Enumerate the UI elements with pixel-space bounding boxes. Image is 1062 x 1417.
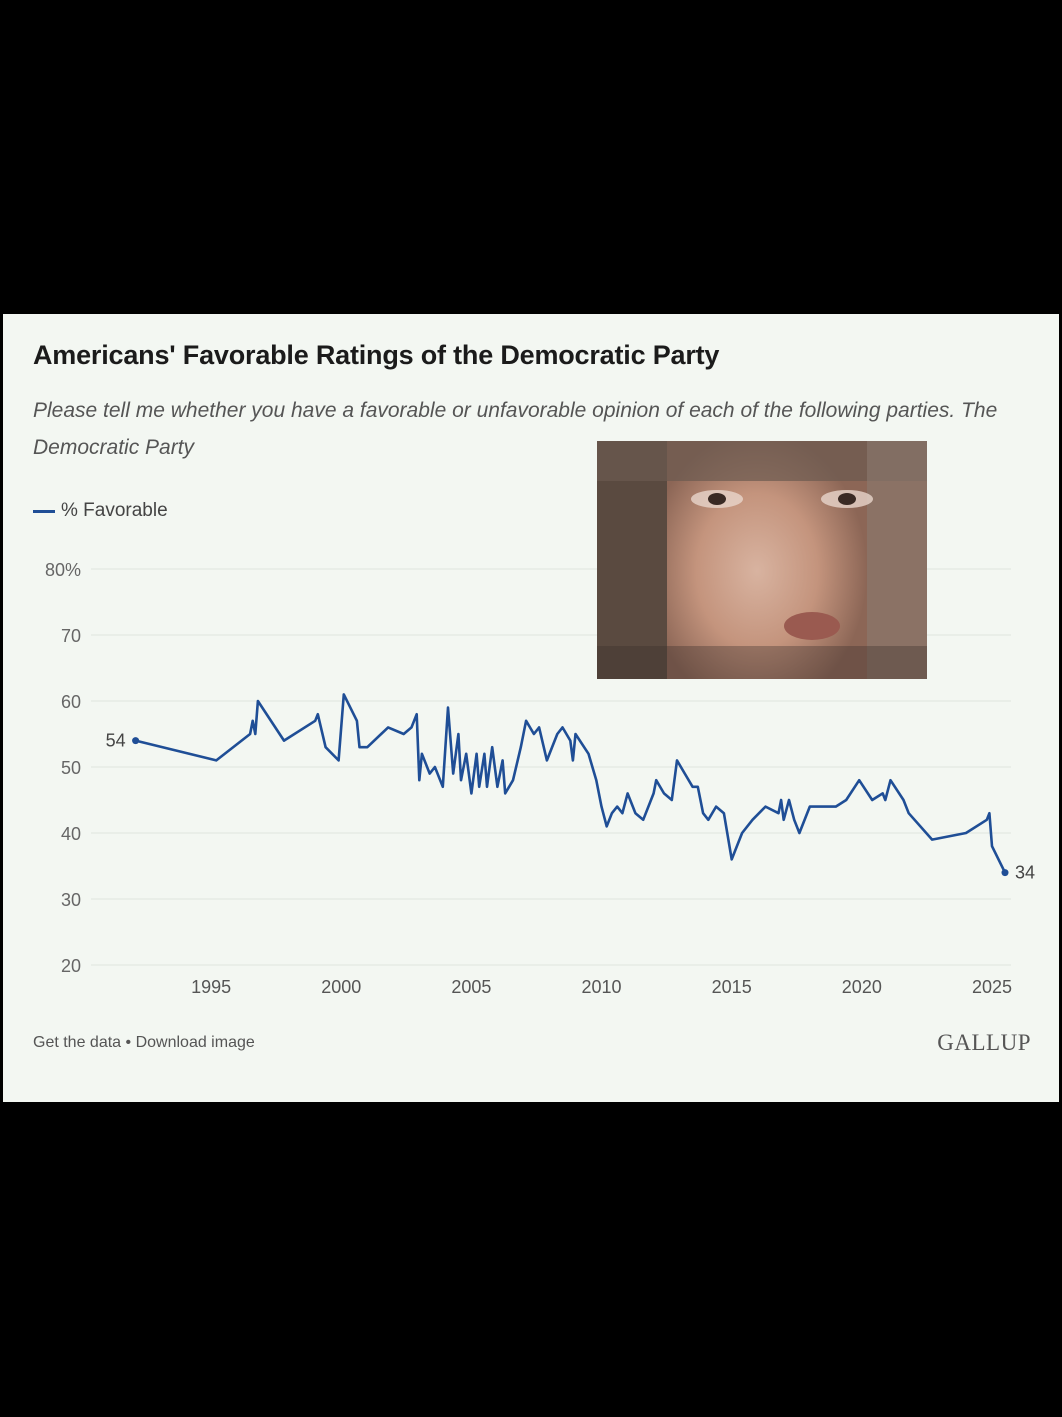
x-tick-label: 2010 xyxy=(582,977,622,997)
legend-swatch xyxy=(33,509,55,513)
person-photo-icon xyxy=(597,441,927,679)
x-tick-label: 2000 xyxy=(321,977,361,997)
person-photo-drawing xyxy=(597,441,927,679)
end-point xyxy=(1001,869,1009,877)
end-value-label: 34 xyxy=(1015,863,1035,883)
legend-label: % Favorable xyxy=(61,500,168,521)
gallup-logo: GALLUP xyxy=(937,1030,1031,1055)
y-tick-label: 50 xyxy=(61,758,81,778)
download-image-link[interactable]: Download image xyxy=(135,1034,255,1051)
start-value-label: 54 xyxy=(106,731,126,751)
start-point xyxy=(132,737,140,745)
y-tick-label: 40 xyxy=(61,824,81,844)
y-tick-label: 80% xyxy=(45,560,81,580)
chart-title: Americans' Favorable Ratings of the Demo… xyxy=(33,340,720,370)
x-tick-label: 2005 xyxy=(451,977,491,997)
chart-legend: % Favorable xyxy=(33,500,168,522)
series-line xyxy=(134,693,1007,874)
x-tick-label: 2015 xyxy=(712,977,752,997)
chart-card: Americans' Favorable Ratings of the Demo… xyxy=(3,314,1059,1102)
x-tick-label: 1995 xyxy=(191,977,231,997)
y-tick-label: 30 xyxy=(61,890,81,910)
footer-links: Get the data • Download image xyxy=(33,1034,255,1052)
line-chart: 20 30 40 50 60 70 80% 1995 2000 2005 2010 2015 2020 2… xyxy=(45,560,1035,997)
chart-subtitle: Please tell me whether you have a favora… xyxy=(33,399,998,459)
y-tick-label: 60 xyxy=(61,692,81,712)
footer-separator: • xyxy=(125,1034,132,1051)
get-data-link[interactable]: Get the data xyxy=(33,1034,122,1051)
y-tick-label: 70 xyxy=(61,626,81,646)
y-tick-label: 20 xyxy=(61,956,81,976)
x-tick-label: 2025 xyxy=(972,977,1012,997)
x-tick-label: 2020 xyxy=(842,977,882,997)
